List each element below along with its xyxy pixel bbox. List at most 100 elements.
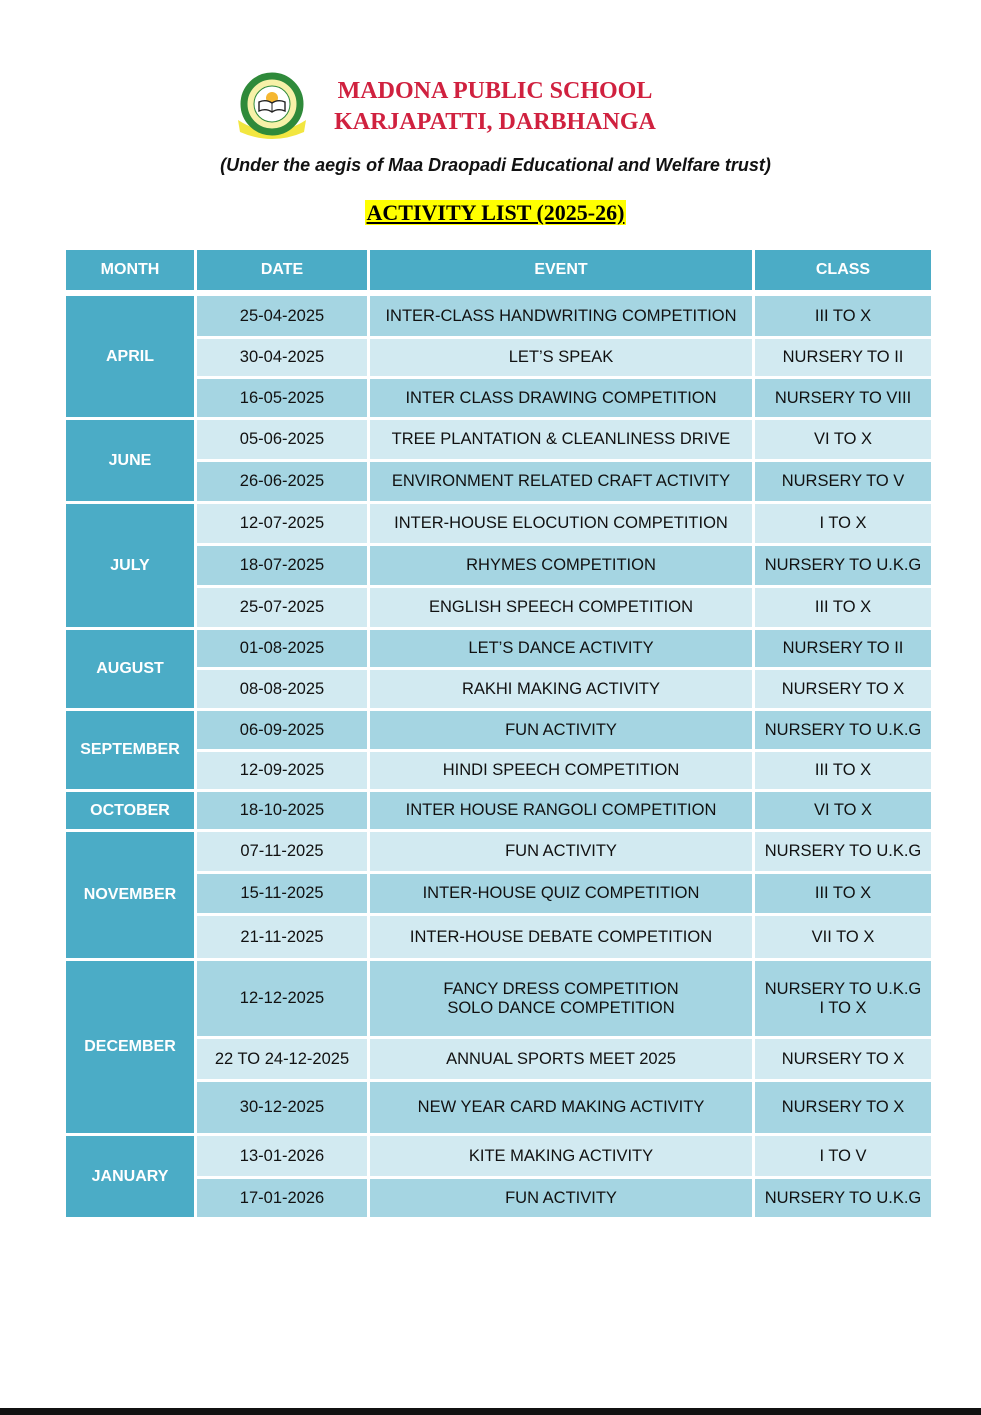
event-line: LET’S DANCE ACTIVITY: [468, 639, 654, 657]
event-cell: INTER-HOUSE DEBATE COMPETITION: [370, 916, 752, 958]
event-line: RHYMES COMPETITION: [466, 556, 656, 574]
date-cell: 07-11-2025: [197, 832, 367, 871]
month-cell: OCTOBER: [66, 792, 194, 829]
month-cell: AUGUST: [66, 630, 194, 708]
event-line: INTER CLASS DRAWING COMPETITION: [405, 388, 717, 407]
table-row: 08-08-2025 RAKHI MAKING ACTIVITY NURSERY T…: [66, 670, 931, 708]
table-row: 30-12-2025 NEW YEAR CARD MAKING ACTIVITY N…: [66, 1082, 931, 1133]
class-line: VII TO X: [811, 927, 875, 946]
class-line: III TO X: [814, 761, 872, 779]
event-line: INTER-HOUSE QUIZ COMPETITION: [422, 884, 700, 902]
date-cell: 12-09-2025: [197, 752, 367, 789]
class-line: III TO X: [814, 306, 872, 325]
event-line: HINDI SPEECH COMPETITION: [442, 761, 680, 779]
class-line: NURSERY TO II: [782, 348, 904, 366]
month-cell: APRIL: [66, 296, 194, 417]
class-cell: NURSERY TO U.K.G I TO X: [755, 961, 931, 1036]
class-cell: III TO X: [755, 296, 931, 336]
class-line: III TO X: [814, 598, 872, 616]
class-cell: VII TO X: [755, 916, 931, 958]
table-row: 30-04-2025 LET’S SPEAK NURSERY TO II: [66, 339, 931, 376]
date-cell: 08-08-2025: [197, 670, 367, 708]
event-cell: RHYMES COMPETITION: [370, 546, 752, 585]
class-cell: NURSERY TO II: [755, 339, 931, 376]
month-cell: SEPTEMBER: [66, 711, 194, 789]
class-cell: I TO V: [755, 1136, 931, 1176]
date-cell: 21-11-2025: [197, 916, 367, 958]
class-line: NURSERY TO X: [781, 679, 905, 698]
date-cell: 17-01-2026: [197, 1179, 367, 1217]
class-cell: NURSERY TO X: [755, 670, 931, 708]
date-cell: 30-04-2025: [197, 339, 367, 376]
class-cell: NURSERY TO U.K.G: [755, 1179, 931, 1217]
school-header: MADONA PUBLIC SCHOOL KARJAPATTI, DARBHAN…: [325, 76, 665, 138]
event-cell: FUN ACTIVITY: [370, 711, 752, 749]
event-cell: INTER-HOUSE QUIZ COMPETITION: [370, 874, 752, 913]
class-cell: NURSERY TO II: [755, 630, 931, 667]
date-cell: 15-11-2025: [197, 874, 367, 913]
date-cell: 06-09-2025: [197, 711, 367, 749]
table-row: 15-11-2025 INTER-HOUSE QUIZ COMPETITION II…: [66, 874, 931, 913]
class-cell: NURSERY TO U.K.G: [755, 546, 931, 585]
event-line: INTER-HOUSE ELOCUTION COMPETITION: [394, 514, 728, 532]
date-cell: 01-08-2025: [197, 630, 367, 667]
class-cell: III TO X: [755, 588, 931, 627]
class-line: VI TO X: [813, 801, 873, 819]
column-header-event: EVENT: [370, 250, 752, 290]
event-cell: TREE PLANTATION & CLEANLINESS DRIVE: [370, 420, 752, 459]
class-cell: I TO X: [755, 504, 931, 543]
event-cell: ENVIRONMENT RELATED CRAFT ACTIVITY: [370, 462, 752, 501]
column-header-date: DATE: [197, 250, 367, 290]
table-row: 12-09-2025 HINDI SPEECH COMPETITION III TO…: [66, 752, 931, 789]
month-cell: JULY: [66, 504, 194, 627]
aegis-text: (Under the aegis of Maa Draopadi Educati…: [220, 155, 771, 175]
event-cell: INTER CLASS DRAWING COMPETITION: [370, 379, 752, 417]
event-cell: FANCY DRESS COMPETITION SOLO DANCE COMPET…: [370, 961, 752, 1036]
table-body: APRIL 25-04-2025 INTER-CLASS HANDWRITING C…: [66, 296, 931, 1217]
class-cell: NURSERY TO U.K.G: [755, 832, 931, 871]
event-line: TREE PLANTATION & CLEANLINESS DRIVE: [391, 430, 731, 448]
event-line: FUN ACTIVITY: [505, 1188, 617, 1207]
event-cell: INTER HOUSE RANGOLI COMPETITION: [370, 792, 752, 829]
date-cell: 05-06-2025: [197, 420, 367, 459]
event-line: FANCY DRESS COMPETITION: [443, 979, 679, 998]
school-name: MADONA PUBLIC SCHOOL: [337, 78, 653, 104]
class-line: NURSERY TO U.K.G: [764, 720, 922, 739]
event-line: KITE MAKING ACTIVITY: [468, 1146, 654, 1165]
class-line: NURSERY TO U.K.G: [764, 979, 922, 998]
event-line: INTER HOUSE RANGOLI COMPETITION: [405, 801, 717, 819]
table-row: 25-07-2025 ENGLISH SPEECH COMPETITION III …: [66, 588, 931, 627]
class-cell: NURSERY TO VIII: [755, 379, 931, 417]
class-line: I TO X: [819, 998, 867, 1017]
event-cell: ANNUAL SPORTS MEET 2025: [370, 1039, 752, 1079]
title-text: ACTIVITY LIST (2025-26): [364, 200, 627, 225]
event-line: NEW YEAR CARD MAKING ACTIVITY: [417, 1098, 705, 1116]
table-header-row: MONTH DATE EVENT CLASS: [66, 250, 931, 290]
event-cell: RAKHI MAKING ACTIVITY: [370, 670, 752, 708]
event-cell: LET’S DANCE ACTIVITY: [370, 630, 752, 667]
bottom-bar: [0, 1408, 981, 1415]
table-row: JANUARY 13-01-2026 KITE MAKING ACTIVITY I T…: [66, 1136, 931, 1217]
class-cell: VI TO X: [755, 792, 931, 829]
column-header-class: CLASS: [755, 250, 931, 290]
date-cell: 18-10-2025: [197, 792, 367, 829]
event-cell: ENGLISH SPEECH COMPETITION: [370, 588, 752, 627]
month-cell: JANUARY: [66, 1136, 194, 1217]
month-cell: DECEMBER: [66, 961, 194, 1133]
class-line: NURSERY TO U.K.G: [764, 842, 922, 860]
month-cell: NOVEMBER: [66, 832, 194, 958]
date-cell: 13-01-2026: [197, 1136, 367, 1176]
class-line: I TO X: [819, 514, 867, 532]
table-row: 21-11-2025 INTER-HOUSE DEBATE COMPETITION…: [66, 916, 931, 958]
date-cell: 22 TO 24-12-2025: [197, 1039, 367, 1079]
month-cell: JUNE: [66, 420, 194, 501]
event-cell: INTER-CLASS HANDWRITING COMPETITION: [370, 296, 752, 336]
table-row: 17-01-2026 FUN ACTIVITY NURSERY TO U.K.G: [66, 1179, 931, 1217]
event-line: ENGLISH SPEECH COMPETITION: [428, 598, 694, 616]
event-cell: LET’S SPEAK: [370, 339, 752, 376]
activity-table: MONTH DATE EVENT CLASS APRIL 25-04-2025 IN…: [63, 247, 934, 1220]
date-cell: 18-07-2025: [197, 546, 367, 585]
date-cell: 16-05-2025: [197, 379, 367, 417]
event-cell: FUN ACTIVITY: [370, 1179, 752, 1217]
date-cell: 12-07-2025: [197, 504, 367, 543]
